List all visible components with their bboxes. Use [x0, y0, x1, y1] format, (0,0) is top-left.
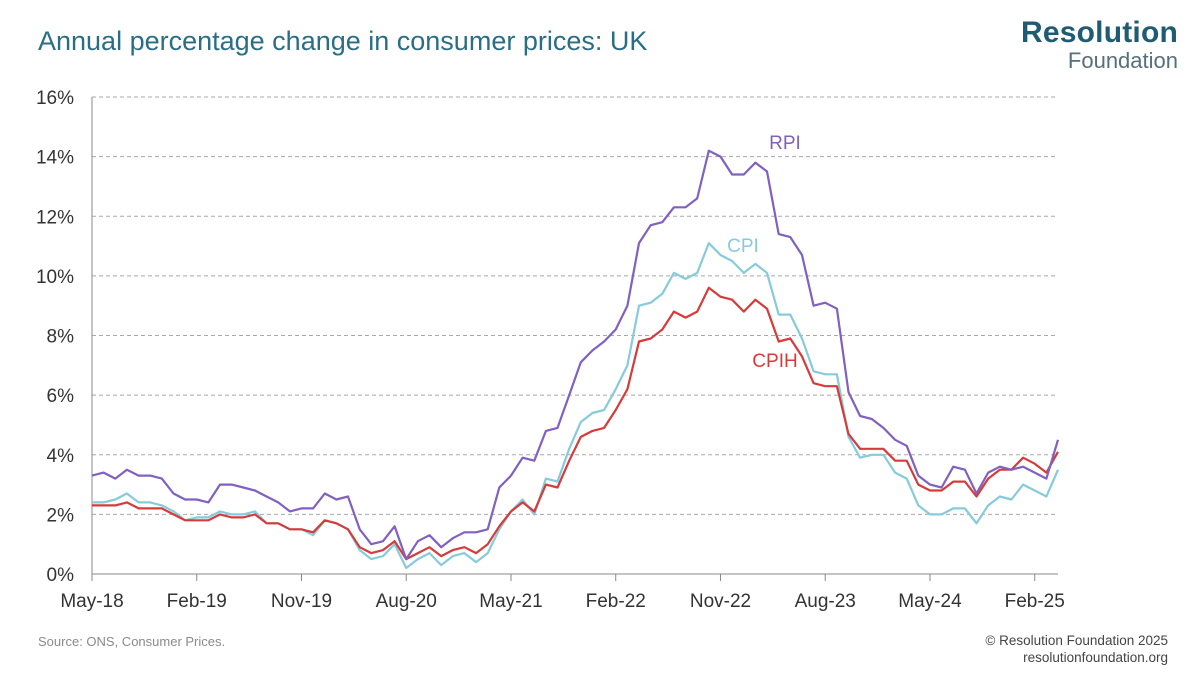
y-tick-label: 0% [47, 565, 75, 586]
x-tick-label: May-24 [898, 591, 962, 612]
website-link[interactable]: resolutionfoundation.org [1023, 650, 1168, 665]
source-note: Source: ONS, Consumer Prices. [38, 634, 226, 649]
x-tick-label: Feb-22 [586, 591, 646, 612]
axes: 0% 2% 4% 6% 8% 10% 12% 14% 16% May-18 Feb-19 Nov-19… [36, 88, 1065, 612]
x-tick-label: Nov-19 [271, 591, 332, 612]
copyright-block: © Resolution Foundation 2025 resolutionf… [985, 632, 1168, 666]
x-tick-label: May-21 [479, 591, 542, 612]
series-line-cpi [92, 242, 1060, 570]
x-tick-label: Aug-23 [795, 591, 856, 612]
x-tick-label: Aug-20 [376, 591, 437, 612]
y-tick-label: 2% [47, 505, 75, 526]
x-tick-label: Feb-19 [167, 591, 227, 612]
x-tick-label: Nov-22 [690, 591, 751, 612]
x-tick-label: May-18 [60, 591, 123, 612]
y-tick-label: 10% [36, 267, 74, 288]
logo-line-1: Resolution [1021, 16, 1178, 49]
series-line-cpih [92, 286, 1059, 561]
series-lines [91, 149, 1060, 570]
series-labels: RPI CPI CPIH [727, 133, 801, 372]
x-tick-label: Feb-25 [1005, 591, 1065, 612]
series-label-cpih: CPIH [752, 351, 797, 372]
y-tick-label: 14% [36, 148, 74, 169]
y-tick-label: 6% [47, 386, 75, 407]
grid-lines [92, 96, 1058, 515]
y-tick-label: 16% [36, 88, 74, 109]
chart-title: Annual percentage change in consumer pri… [38, 26, 648, 56]
series-label-rpi: RPI [769, 133, 801, 154]
series-line-rpi [91, 149, 1060, 561]
y-tick-label: 4% [47, 446, 75, 467]
copyright-text: © Resolution Foundation 2025 [985, 633, 1168, 648]
y-tick-label: 8% [47, 327, 75, 348]
resolution-foundation-logo: Resolution Foundation [1021, 18, 1178, 72]
series-label-cpi: CPI [727, 236, 759, 257]
y-tick-label: 12% [36, 207, 74, 228]
logo-line-2: Foundation [1067, 48, 1178, 73]
